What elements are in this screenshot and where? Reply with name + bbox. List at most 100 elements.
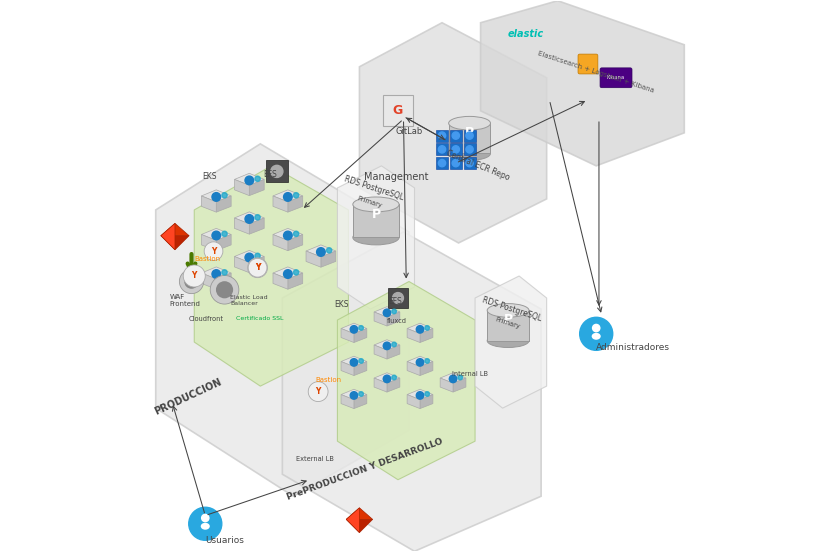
Circle shape [438,132,445,139]
Text: Certificado SSL: Certificado SSL [235,316,282,321]
Circle shape [359,326,363,330]
Polygon shape [201,229,231,241]
Polygon shape [354,362,366,375]
Bar [450,157,461,169]
Text: P: P [503,313,512,326]
Circle shape [183,265,205,287]
Text: Y: Y [191,272,197,280]
Circle shape [438,160,445,167]
Text: PrePRODUCCION Y DESARROLLO: PrePRODUCCION Y DESARROLLO [285,437,443,502]
Circle shape [271,166,282,177]
Text: Elasticsearch + Logstash + Kibana: Elasticsearch + Logstash + Kibana [537,51,654,94]
Circle shape [245,215,253,223]
Bar [353,204,398,237]
Circle shape [392,293,403,304]
Text: Primary: Primary [493,316,520,330]
Text: elastic: elastic [508,29,543,39]
Circle shape [215,281,233,298]
Circle shape [425,326,429,330]
Bar [436,144,448,156]
Circle shape [392,375,396,380]
Polygon shape [287,196,302,212]
Text: P: P [371,208,380,221]
Polygon shape [420,395,432,408]
Polygon shape [161,224,189,236]
Polygon shape [340,328,354,342]
Polygon shape [201,196,216,212]
Polygon shape [480,1,683,166]
Circle shape [326,248,331,253]
Polygon shape [287,273,302,289]
Circle shape [255,176,260,182]
Text: P: P [465,126,474,139]
Polygon shape [373,307,399,317]
Bar [266,161,287,182]
Bar [463,144,475,156]
Circle shape [248,258,267,277]
Circle shape [592,325,599,332]
Ellipse shape [200,523,209,530]
Text: Bastion: Bastion [194,257,220,263]
Polygon shape [272,273,287,289]
Circle shape [204,242,223,261]
Bar [436,130,448,142]
Circle shape [222,231,227,236]
Circle shape [451,160,459,167]
Text: Y: Y [210,247,216,256]
Polygon shape [340,362,354,375]
Circle shape [383,309,390,316]
Polygon shape [282,232,541,551]
Polygon shape [420,328,432,342]
Circle shape [416,392,423,399]
Text: WAF
Frontend: WAF Frontend [169,294,200,307]
Polygon shape [373,339,399,350]
Circle shape [179,269,204,294]
Polygon shape [346,508,359,533]
Polygon shape [359,23,546,243]
Circle shape [210,275,238,304]
Text: PRODUCCION: PRODUCCION [153,377,224,417]
Text: G: G [392,104,402,118]
Polygon shape [373,312,387,326]
Polygon shape [306,251,320,267]
Circle shape [248,258,267,278]
Polygon shape [272,229,302,241]
Polygon shape [234,212,264,224]
Text: Y: Y [254,263,260,272]
Ellipse shape [353,230,398,245]
Circle shape [383,342,390,349]
Text: Internal LB: Internal LB [451,371,488,377]
Circle shape [245,253,253,262]
Text: Usuarios: Usuarios [205,536,244,545]
Circle shape [438,146,445,153]
Circle shape [245,176,253,185]
Polygon shape [354,395,366,408]
Bar [388,288,407,308]
Polygon shape [201,190,231,202]
Circle shape [465,132,473,139]
Polygon shape [272,267,302,279]
Polygon shape [234,179,249,195]
Polygon shape [346,519,373,533]
Bar [487,310,528,341]
Circle shape [349,392,357,399]
Circle shape [359,359,363,363]
Polygon shape [474,276,546,408]
Circle shape [212,270,220,278]
Bar [450,144,461,156]
Bar [450,130,461,142]
Polygon shape [161,236,189,250]
Text: Elastic Load
Balancer: Elastic Load Balancer [229,295,267,306]
Circle shape [579,317,612,351]
Circle shape [184,274,199,289]
Polygon shape [407,356,432,367]
Circle shape [293,231,298,236]
Circle shape [465,146,473,153]
Bar [463,130,475,142]
Text: Administradores: Administradores [595,343,669,352]
Circle shape [293,193,298,198]
Circle shape [293,270,298,275]
FancyBboxPatch shape [577,54,597,74]
Circle shape [283,270,291,278]
Polygon shape [234,173,264,185]
